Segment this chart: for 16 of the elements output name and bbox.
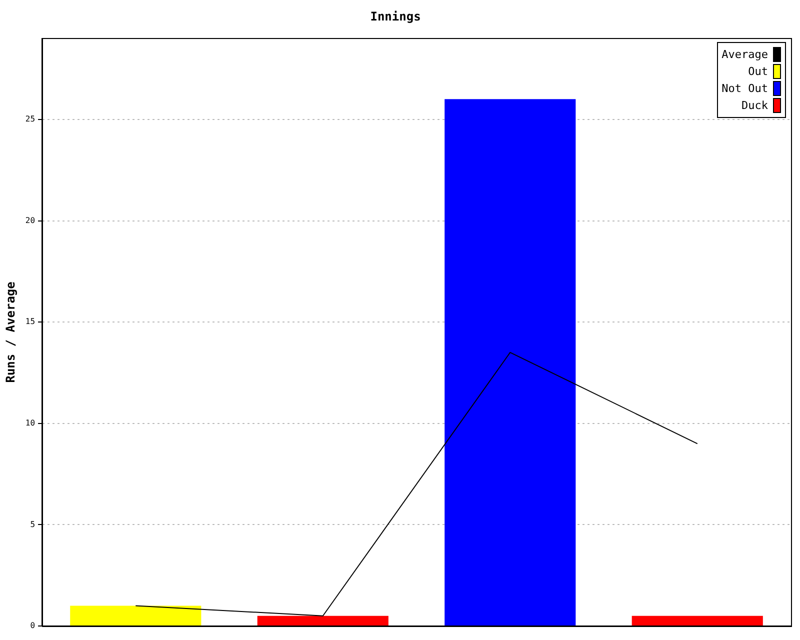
y-tick-label: 20 (25, 216, 36, 225)
bar (70, 606, 202, 626)
y-tick-label: 10 (25, 418, 36, 428)
legend-label: Not Out (722, 81, 768, 97)
bar (444, 99, 576, 626)
y-tick-label: 0 (30, 621, 36, 630)
bar (257, 616, 388, 626)
legend-label: Average (722, 47, 768, 63)
y-tick-label: 25 (25, 114, 36, 124)
legend-label: Duck (742, 98, 768, 114)
y-axis-title: Runs / Average (3, 282, 18, 383)
y-tick-label: 15 (25, 317, 36, 326)
chart-title: Innings (370, 9, 421, 24)
bar (632, 616, 763, 626)
legend-label: Out (748, 64, 768, 80)
y-tick-label: 5 (30, 520, 36, 529)
